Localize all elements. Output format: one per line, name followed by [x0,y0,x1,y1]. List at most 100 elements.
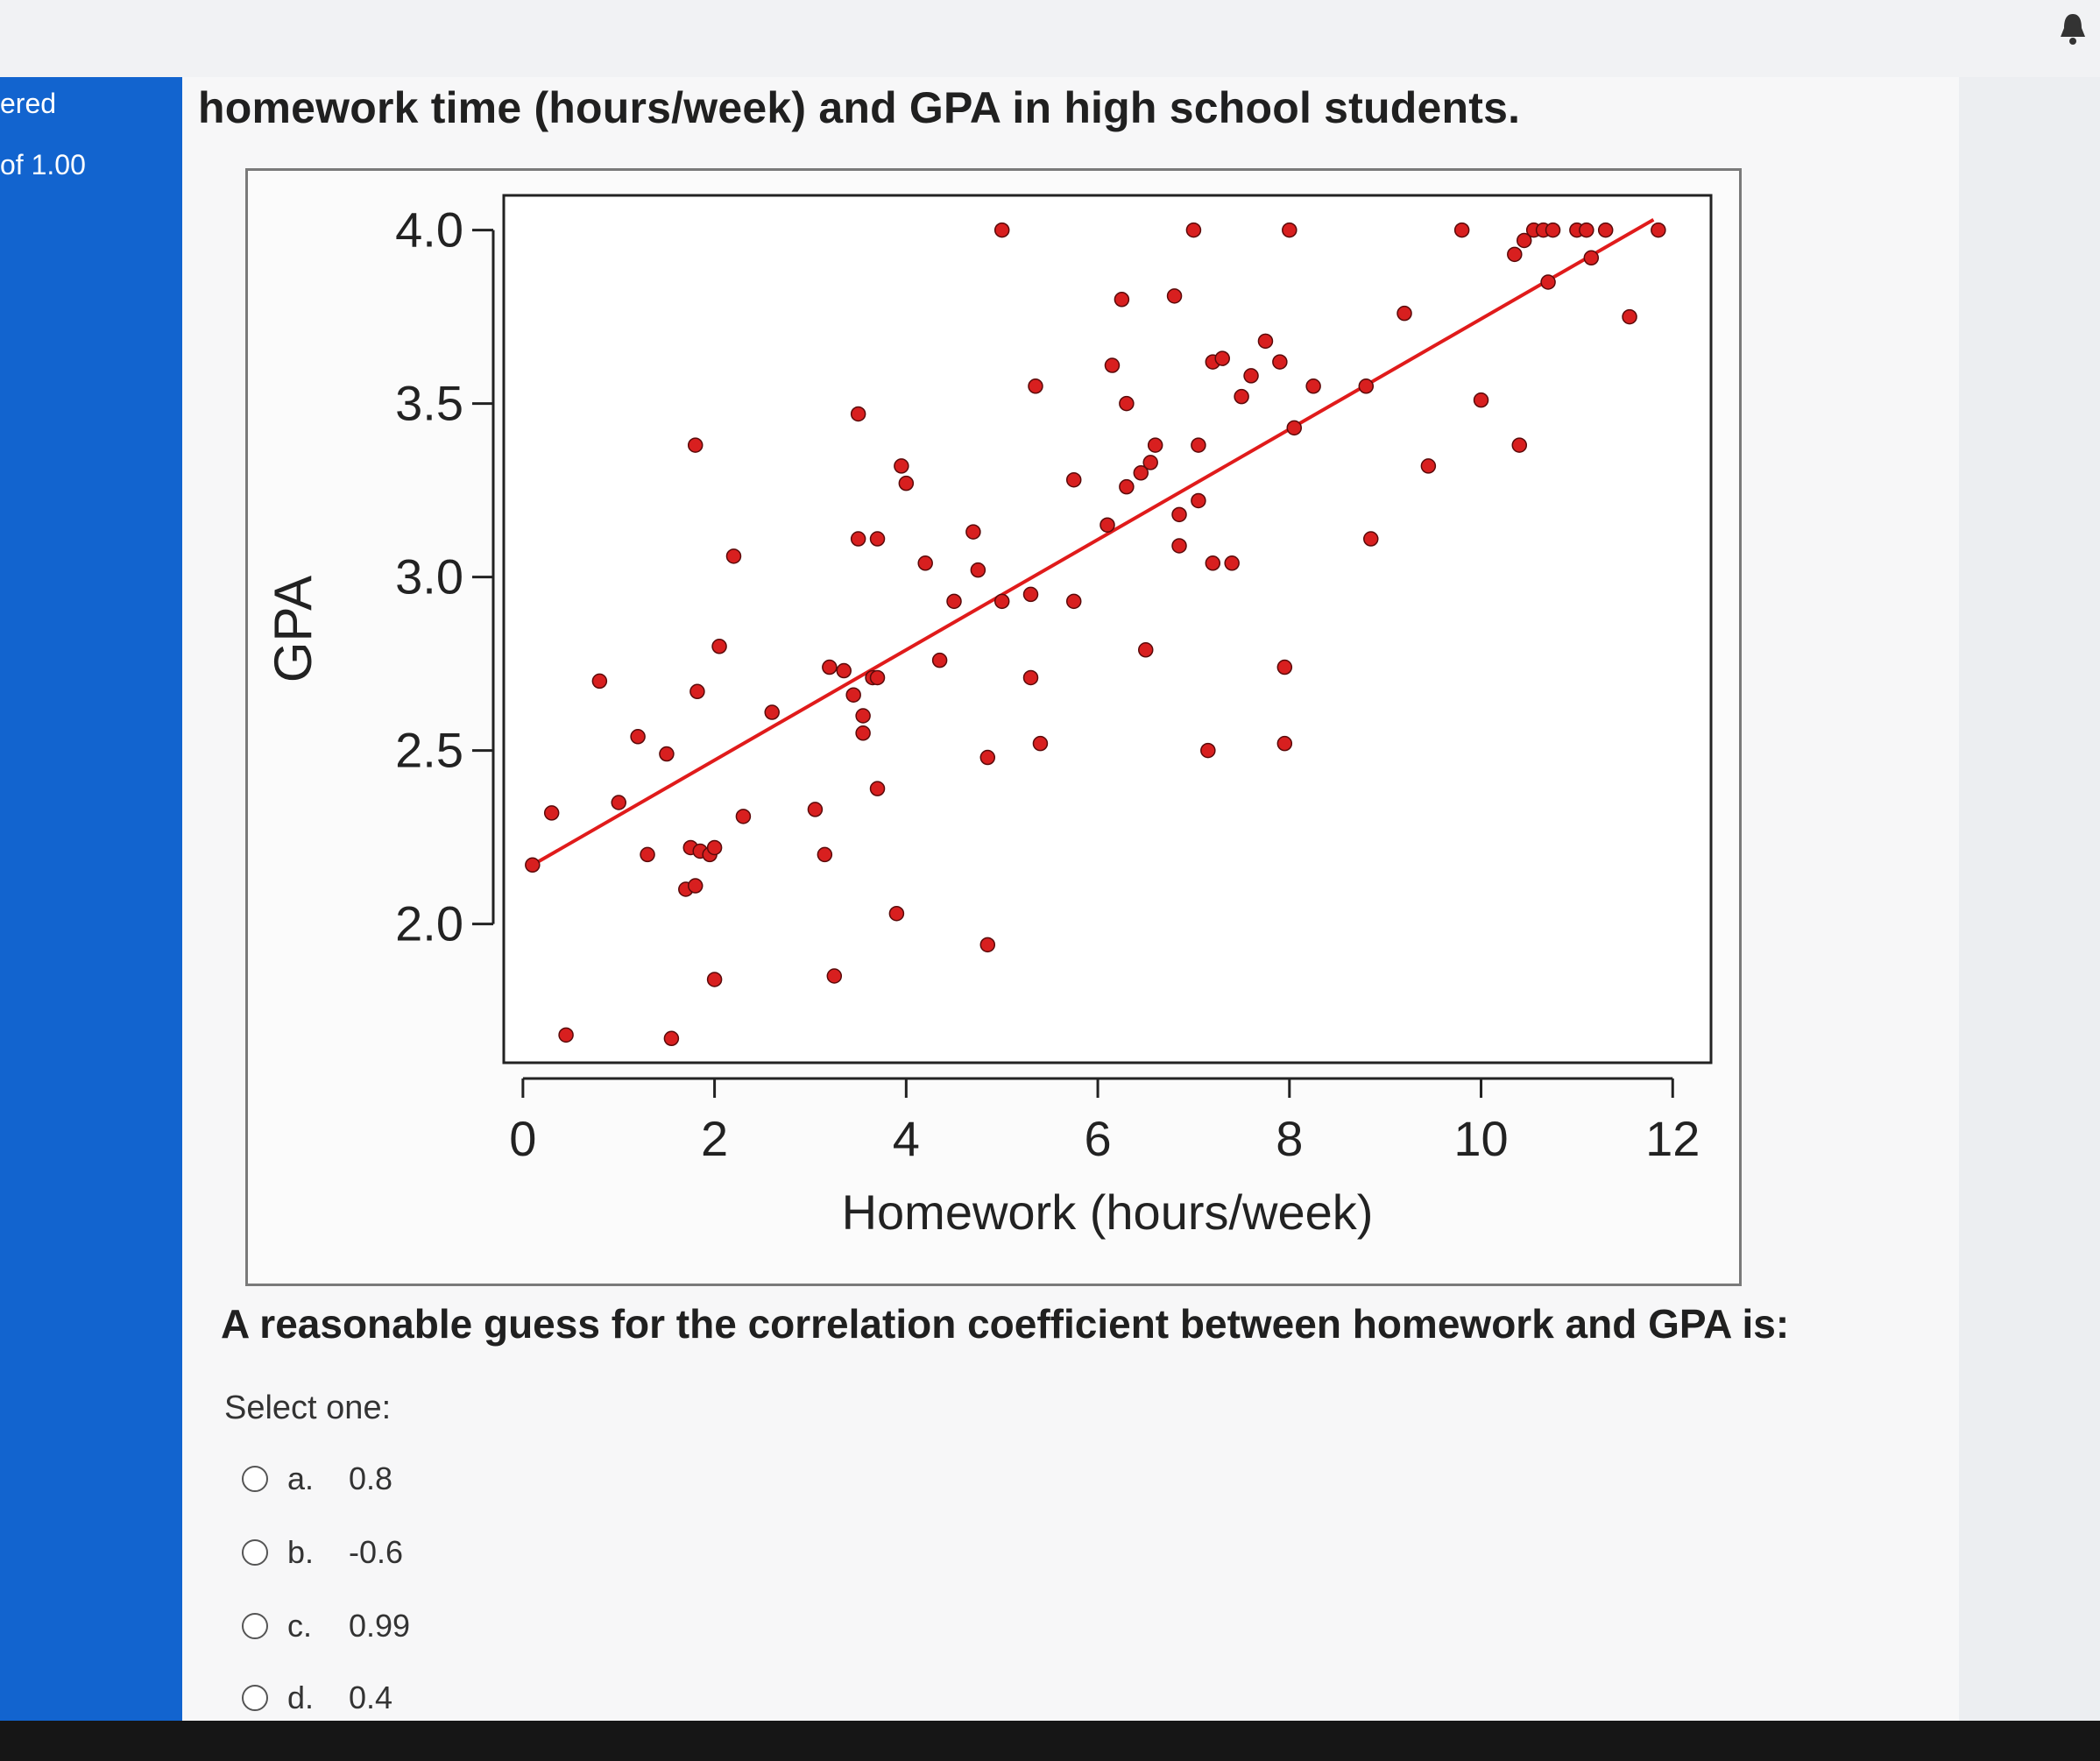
x-tick-label: 8 [1276,1111,1303,1166]
data-point [1276,659,1293,675]
x-axis-label: Homework (hours/week) [842,1185,1374,1240]
question-content: homework time (hours/week) and GPA in hi… [182,77,1959,1721]
data-point [1579,222,1594,238]
data-point [917,555,933,571]
option-value: 0.99 [349,1608,411,1644]
data-point [1583,250,1600,266]
data-point [1305,378,1321,394]
bell-icon[interactable] [2058,12,2088,46]
plot-frame [502,194,1713,1064]
data-point [706,972,723,987]
data-point [558,1027,574,1043]
data-point [1142,455,1158,470]
right-margin [1959,77,2100,1721]
data-point [1622,308,1637,325]
data-point [1185,222,1202,238]
data-point [1104,357,1121,373]
data-point [725,548,742,564]
data-point [970,562,986,578]
data-point [1119,478,1135,495]
data-point [1276,735,1293,752]
radio-option-c[interactable] [242,1613,268,1639]
option-a[interactable]: a. 0.8 [242,1454,392,1503]
data-point [1420,458,1437,474]
data-point [1171,506,1187,523]
option-b[interactable]: b. -0.6 [242,1528,403,1577]
radio-option-b[interactable] [242,1539,268,1566]
data-point [1133,465,1149,481]
data-point [1545,222,1561,238]
data-point [1205,555,1221,571]
data-point [993,222,1010,238]
data-point [1358,378,1375,394]
data-point [1363,531,1379,547]
option-value: -0.6 [349,1534,404,1570]
data-point [689,683,705,700]
data-point [993,593,1010,610]
data-point [931,652,948,668]
data-point [735,809,752,824]
option-c[interactable]: c. 0.99 [242,1602,410,1651]
quiz-sidebar: ered of 1.00 [0,77,182,1721]
x-tick-label: 12 [1645,1111,1700,1166]
data-point [898,475,915,492]
data-point [1022,669,1039,686]
y-tick-label: 3.0 [395,549,463,605]
data-point [979,749,996,766]
data-point [1166,288,1183,304]
data-point [1137,642,1154,658]
option-letter: d. [287,1680,315,1715]
data-point [1540,274,1556,290]
y-tick-label: 2.5 [395,723,463,778]
data-point [1200,742,1216,759]
data-point [543,805,560,821]
data-point [836,662,852,679]
data-point [850,406,866,422]
data-point [1032,735,1049,752]
data-point [687,878,704,894]
data-point [850,531,866,547]
data-point [706,839,723,856]
data-point [1191,437,1206,453]
data-point [1099,517,1115,533]
browser-top-bar [0,0,2100,77]
data-point [525,857,541,873]
x-tick-label: 2 [701,1111,728,1166]
data-point [711,639,727,654]
select-one-label: Select one: [224,1390,392,1426]
question-prompt: A reasonable guess for the correlation c… [221,1301,1790,1347]
option-letter: b. [287,1534,315,1570]
data-point [869,531,886,547]
data-point [946,593,962,610]
screen-bottom-bezel [0,1721,2100,1761]
data-point [630,729,646,745]
data-point [817,846,833,863]
data-point [1257,333,1274,350]
data-point [855,708,871,724]
scatter-plot-figure: 0 2 4 6 8 10 12 Homework (hours/week) 2.0 2.5 3.0 3… [245,168,1742,1286]
x-tick-label: 6 [1084,1111,1111,1166]
data-point [591,673,608,690]
data-point [979,937,996,953]
radio-option-d[interactable] [242,1685,268,1711]
data-point [1243,368,1259,384]
data-point [1065,593,1082,610]
data-point [1224,555,1240,571]
data-point [659,746,675,762]
y-tick-label: 2.0 [395,896,463,951]
data-point [1507,246,1523,263]
radio-option-a[interactable] [242,1466,268,1492]
data-point [1191,492,1206,509]
y-tick-label: 3.5 [395,376,463,431]
data-point [1597,222,1614,238]
option-d[interactable]: d. 0.4 [242,1673,392,1722]
option-letter: c. [287,1608,313,1644]
data-point [869,669,886,686]
data-point [826,968,843,984]
data-point [1114,292,1130,308]
data-point [1396,305,1412,322]
data-point [1147,437,1163,453]
data-point [1022,586,1039,603]
y-tick-label: 4.0 [395,202,463,258]
question-intro: homework time (hours/week) and GPA in hi… [198,83,1521,132]
